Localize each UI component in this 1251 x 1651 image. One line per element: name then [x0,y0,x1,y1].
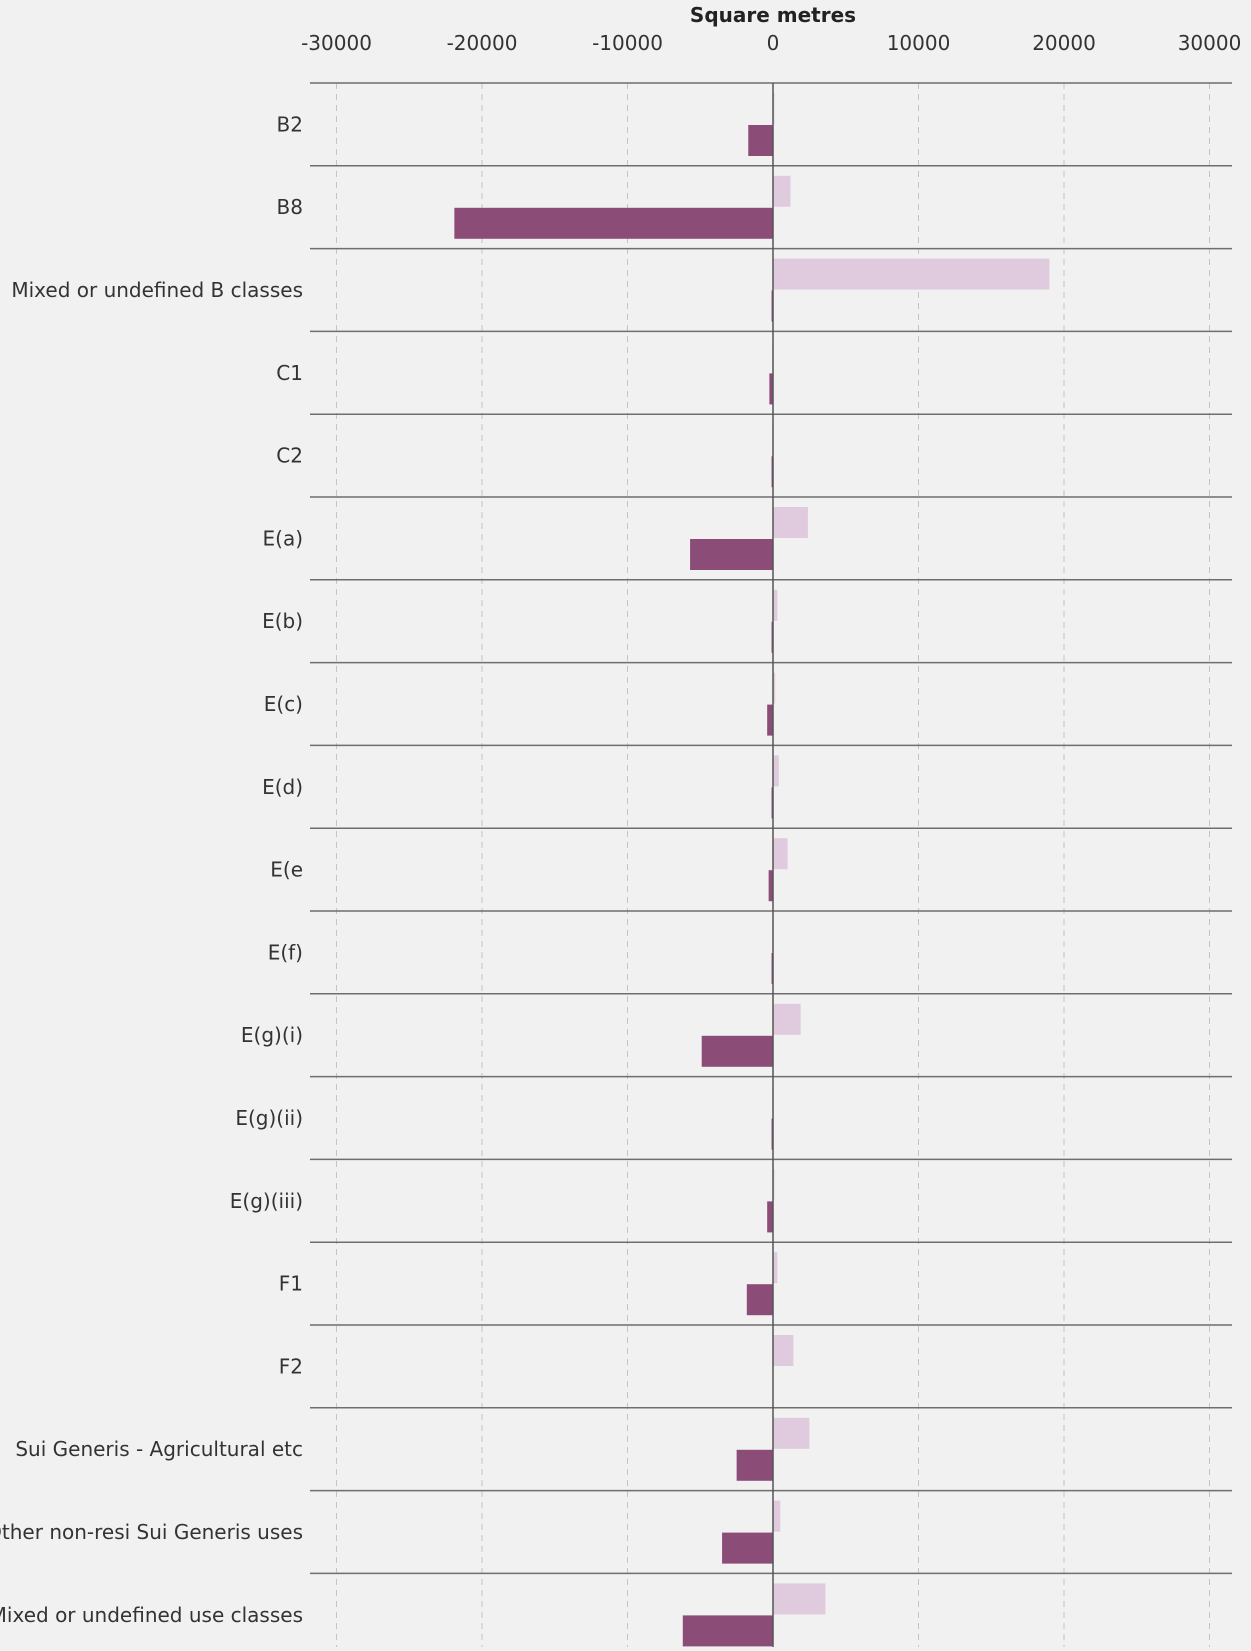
bar-series1-9 [773,838,788,870]
category-label: Sui Generis - Agricultural etc [15,1437,303,1461]
x-tick-label: 10000 [887,31,951,55]
category-label: E(g)(ii) [235,1106,303,1130]
bar-series2-5 [690,539,773,570]
bar-series1-7 [773,672,776,704]
bar-series2-3 [769,373,773,405]
bar-series1-18 [773,1583,826,1615]
bar-series1-17 [773,1500,781,1532]
category-label: E(c) [264,692,303,716]
x-tick-label: 20000 [1032,31,1096,55]
bar-series1-8 [773,755,779,787]
x-tick-label: -20000 [447,31,518,55]
bar-series2-1 [454,207,773,239]
x-axis-title: Square metres [690,3,856,27]
bar-series2-0 [748,125,773,156]
category-label: C1 [276,361,303,385]
category-label: F1 [279,1272,303,1296]
bar-series2-17 [722,1532,773,1564]
category-label: E(a) [263,526,304,550]
bar-series2-16 [736,1449,773,1481]
category-label: B8 [277,195,303,219]
bar-series1-14 [773,1252,778,1284]
category-label: Mixed or undefined B classes [11,278,303,302]
category-label: E(f) [268,940,303,964]
category-label: E(d) [262,775,303,799]
x-tick-label: -30000 [301,31,372,55]
bar-series2-7 [767,704,773,736]
bar-series1-16 [773,1417,810,1449]
x-tick-label: 30000 [1178,31,1242,55]
category-label: Other non-resi Sui Generis uses [0,1520,303,1544]
bar-series2-9 [768,870,773,902]
bar-series2-18 [682,1615,773,1647]
x-tick-label: 0 [767,31,780,55]
bar-series1-6 [773,589,778,621]
category-label: Mixed or undefined use classes [0,1603,303,1627]
category-label: B2 [277,112,303,136]
category-label: E(b) [262,609,303,633]
category-label: F2 [279,1354,303,1378]
bar-series1-5 [773,507,808,538]
bar-series1-1 [773,175,791,207]
category-label: E(g)(i) [241,1023,303,1047]
category-label: E(g)(iii) [230,1189,303,1213]
bar-series1-2 [773,258,1050,290]
x-tick-label: -10000 [592,31,663,55]
bar-series1-11 [773,1003,801,1035]
bar-series2-14 [746,1284,773,1316]
bar-series1-15 [773,1335,794,1366]
bar-series2-13 [767,1201,773,1233]
bar-series2-11 [701,1035,773,1067]
category-label: E(e [270,858,303,882]
category-label: C2 [276,444,303,468]
